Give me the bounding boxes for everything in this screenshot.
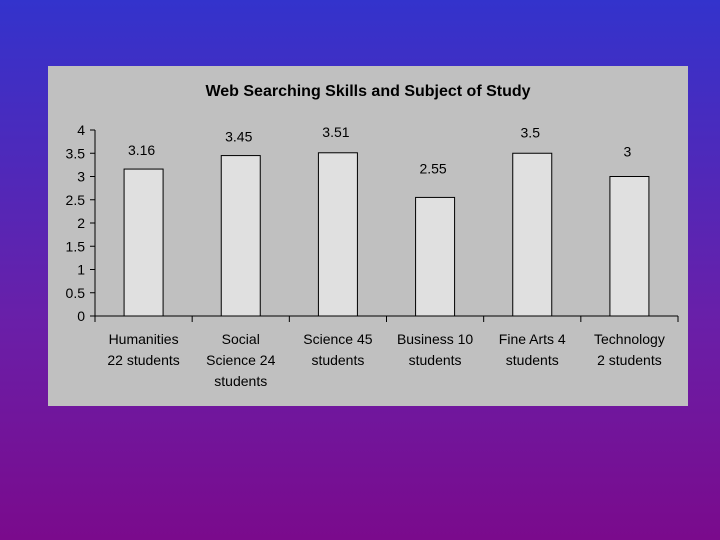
category-label: Business 10 students [397,331,473,368]
category-label-line: students [311,352,364,368]
category-label-line: Humanities [109,331,179,347]
y-axis: 0 0.5 1 1.5 2 2.5 3 3.5 4 [66,122,96,324]
category-label-line: Science 24 [206,352,275,368]
data-label: 3.5 [521,124,541,140]
y-tick-label: 1 [77,262,85,278]
bars [123,152,650,317]
category-label-line: Science 45 [303,331,372,347]
y-tick-label: 2.5 [66,192,86,208]
y-tick-label: 3 [77,169,85,185]
data-label: 3.45 [225,129,252,145]
y-tick-label: 3.5 [66,145,86,161]
bar [415,196,456,317]
category-label: Science 45 students [303,331,372,368]
category-label-line: students [214,373,267,389]
data-labels: 3.16 3.45 3.51 2.55 3.5 3 [128,124,632,177]
category-label-line: Technology [594,331,665,347]
data-label: 3.51 [322,124,349,140]
y-tick-label: 2 [77,215,85,231]
y-tick-label: 1.5 [66,238,86,254]
y-tick-label: 4 [77,122,85,138]
category-label-line: Business 10 [397,331,473,347]
bar-chart: Web Searching Skills and Subject of Stud… [66,83,679,389]
category-label-line: students [506,352,559,368]
bar [609,176,650,317]
category-label-line: students [409,352,462,368]
bar [220,155,261,317]
category-label-line: 2 students [597,352,662,368]
data-label: 3.16 [128,142,155,158]
category-label: Social Science 24 students [206,331,275,389]
y-tick-label: 0.5 [66,285,86,301]
category-label: Fine Arts 4 students [499,331,566,368]
chart-title: Web Searching Skills and Subject of Stud… [205,83,530,100]
category-label-line: Social [222,331,260,347]
y-tick-label: 0 [77,308,85,324]
category-label: Humanities 22 students [107,331,179,368]
category-label: Technology 2 students [594,331,665,368]
category-label-line: 22 students [107,352,179,368]
data-label: 2.55 [419,160,446,176]
bar [512,152,553,317]
x-axis: Humanities 22 students Social Science 24 stu… [94,315,679,389]
bar [123,168,164,317]
category-label-line: Fine Arts 4 [499,331,566,347]
bar [317,152,358,317]
data-label: 3 [624,144,632,160]
chart-panel: Web Searching Skills and Subject of Stud… [48,66,688,406]
